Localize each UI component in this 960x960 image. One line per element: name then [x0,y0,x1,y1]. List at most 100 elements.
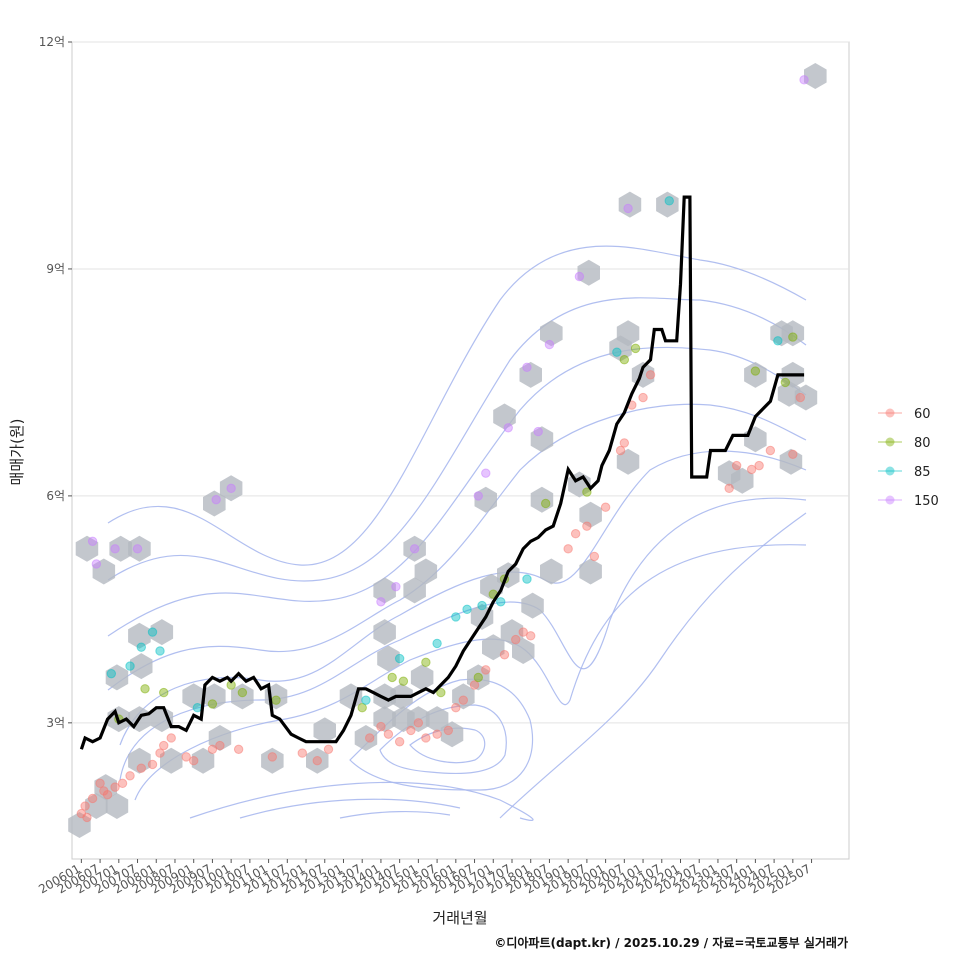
hexbin-cell [540,558,563,585]
scatter-point [215,740,225,751]
scatter-point [312,755,322,766]
hexbin-cell [92,558,116,585]
scatter-point [526,631,536,641]
scatter-point [166,733,176,743]
scatter-point [147,627,158,637]
scatter-point [95,778,105,789]
scatter-point [462,604,472,615]
scatter-point [391,581,401,592]
scatter-point [421,657,431,668]
legend-item: 150 [878,494,939,509]
hexbin-cell [373,706,396,733]
scatter-point [87,536,98,546]
y-tick-label: 12억 [39,35,65,49]
hexbin-cell [150,706,174,733]
hexbin-cell [616,448,640,475]
grid-lines [72,41,849,724]
scatter-point [582,521,592,531]
scatter-point [155,646,165,656]
hexbin-cell [219,475,243,502]
scatter-point [233,744,244,755]
scatter-point [106,668,117,679]
scatter-point [394,653,405,664]
scatter-point [481,665,491,675]
scatter-point [80,801,90,811]
hexbin-cell [68,812,91,838]
hexbin-cell [804,63,827,89]
hexbin-cell [530,426,554,453]
hexbin-cell [425,706,449,733]
scatter-point [623,203,633,214]
scatter-point [570,529,581,539]
scatter-point [207,699,218,709]
scatter-point [589,551,600,562]
scatter-point [795,392,806,403]
scatter-point [533,426,543,437]
hexbin-cell [530,486,554,513]
scatter-point [645,370,656,380]
density-contour [107,403,807,691]
scatter-point [155,748,165,758]
scatter-point [563,544,573,554]
hexbin-cell [403,577,426,604]
legend-label: 150 [914,494,939,509]
density-contour [339,810,451,819]
scatter-point [451,703,461,713]
hexbin-cell [519,361,542,388]
scatter-point [364,733,375,743]
scatter-point [522,574,532,584]
hexbin-cell [540,320,563,347]
density-contour [107,297,807,582]
x-axis: 2006012006072007012007072008012008072009… [36,859,813,897]
scatter-point [615,445,626,456]
scatter-point [750,366,761,376]
scatter-point [503,423,513,433]
scatter-point [125,771,135,781]
scatter-point [481,468,491,478]
hexbin-cell [208,725,232,751]
median-price-line [79,195,805,750]
hexbin-cell [474,486,497,513]
scatter-point [91,559,102,569]
scatter-point [226,483,236,494]
scatter-point [574,271,585,282]
hexbin-cell [150,619,174,646]
scatter-point [376,721,386,732]
scatter-point [132,544,143,554]
scatter-point [211,494,221,505]
scatter-point [192,703,203,713]
hexbin-cell [794,384,818,411]
scatter-point [136,642,146,652]
scatter-point [600,502,611,512]
scatter-point [619,438,630,448]
density-contour [107,245,807,566]
scatter-point [413,718,424,728]
scatter-point [357,703,367,713]
hexbin-cell [493,403,516,430]
legend-key [885,437,895,447]
source-caption: ©디아파트(dapt.kr) / 2025.10.29 / 자료=국토교통부 실… [494,936,848,950]
scatter-point [473,491,483,501]
legend-item: 85 [878,465,931,480]
hexbin-cell [482,634,505,661]
hexbin-cell [130,653,153,680]
hexbin-cell [160,747,183,774]
scatter-point [421,733,431,743]
scatter-point [432,638,442,649]
hexbin-cell [414,558,438,585]
scatter-point [361,695,371,705]
hexbin-cell [105,664,129,691]
legend-key [885,408,895,418]
hexbin-cell [306,747,329,774]
scatter-point [432,729,442,739]
scatter-point [630,343,641,354]
scatter-point [271,695,281,705]
hexbin-cell [616,320,640,347]
scatter-point [496,597,506,607]
scatter-point [297,748,307,758]
hexbin-cell [440,721,464,748]
scatter-point [799,75,809,85]
legend-label: 85 [914,465,931,480]
scatter-point [619,355,630,365]
legend-label: 80 [914,436,931,451]
